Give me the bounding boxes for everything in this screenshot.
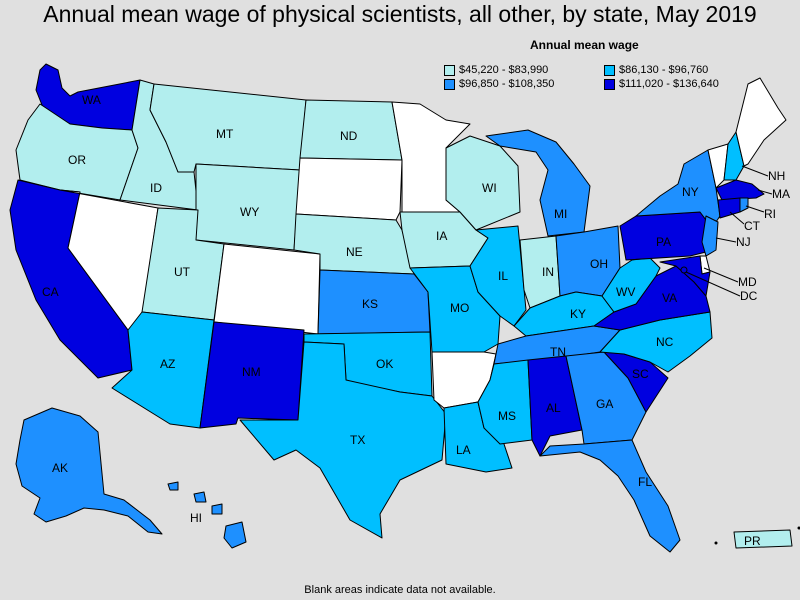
legend-item-1: $45,220 - $83,990 bbox=[444, 64, 548, 76]
map-title: Annual mean wage of physical scientists,… bbox=[43, 1, 757, 27]
label-pr: PR bbox=[744, 534, 761, 548]
legend-item-2: $86,130 - $96,760 bbox=[604, 64, 708, 76]
state-md[interactable] bbox=[659, 255, 711, 297]
label-la: LA bbox=[456, 443, 471, 457]
label-tx: TX bbox=[350, 433, 365, 447]
label-ca: CA bbox=[42, 285, 59, 299]
label-ne: NE bbox=[346, 245, 363, 259]
legend-label-1: $45,220 - $83,990 bbox=[459, 64, 549, 76]
label-wv: WV bbox=[616, 285, 635, 299]
leader-dc bbox=[685, 271, 741, 297]
state-co[interactable] bbox=[213, 243, 321, 335]
label-ga: GA bbox=[596, 397, 613, 411]
legend-swatch-1 bbox=[444, 64, 455, 76]
label-mi: MI bbox=[554, 207, 567, 221]
state-nj[interactable] bbox=[701, 215, 719, 257]
legend-title: Annual mean wage bbox=[530, 38, 639, 52]
label-fl: FL bbox=[638, 475, 652, 489]
footnote: Blank areas indicate data not available. bbox=[304, 584, 496, 596]
state-ri[interactable] bbox=[739, 197, 749, 213]
label-id: ID bbox=[150, 181, 162, 195]
label-ms: MS bbox=[498, 409, 516, 423]
legend-label-3: $96,850 - $108,350 bbox=[459, 78, 555, 90]
state-dc[interactable] bbox=[680, 266, 688, 274]
label-in: IN bbox=[542, 265, 554, 279]
leader-nj bbox=[715, 237, 737, 243]
label-ky: KY bbox=[570, 307, 586, 321]
label-ks: KS bbox=[362, 297, 378, 311]
state-pr[interactable] bbox=[733, 529, 793, 549]
label-nh: NH bbox=[768, 169, 785, 183]
label-nj: NJ bbox=[736, 235, 751, 249]
label-pa: PA bbox=[656, 235, 671, 249]
state-ak[interactable] bbox=[15, 407, 163, 535]
label-ct: CT bbox=[744, 219, 761, 233]
state-ct[interactable] bbox=[717, 197, 741, 219]
legend-swatch-3 bbox=[444, 78, 455, 90]
state-fl[interactable] bbox=[539, 439, 681, 553]
state-me[interactable] bbox=[735, 77, 787, 167]
state-hi[interactable] bbox=[167, 481, 247, 549]
state-tx[interactable] bbox=[239, 341, 447, 539]
label-mo: MO bbox=[450, 301, 469, 315]
state-in[interactable] bbox=[519, 235, 561, 309]
label-ut: UT bbox=[174, 265, 191, 279]
island-dot bbox=[797, 526, 800, 530]
label-ia: IA bbox=[436, 229, 447, 243]
label-az: AZ bbox=[160, 357, 175, 371]
legend-swatch-4 bbox=[604, 78, 615, 90]
label-ny: NY bbox=[682, 185, 699, 199]
leader-md bbox=[703, 267, 739, 283]
state-ma[interactable] bbox=[715, 179, 765, 201]
leader-ma bbox=[757, 189, 773, 195]
label-ak: AK bbox=[52, 461, 68, 475]
label-or: OR bbox=[68, 153, 86, 167]
label-md: MD bbox=[738, 275, 757, 289]
label-dc: DC bbox=[740, 289, 758, 303]
label-mt: MT bbox=[216, 127, 234, 141]
label-wa: WA bbox=[82, 93, 101, 107]
legend-label-2: $86,130 - $96,760 bbox=[619, 64, 709, 76]
label-tn: TN bbox=[550, 345, 566, 359]
state-wv[interactable] bbox=[601, 257, 661, 313]
label-ok: OK bbox=[376, 357, 393, 371]
legend-item-3: $96,850 - $108,350 bbox=[444, 78, 554, 90]
island-dot bbox=[714, 541, 718, 545]
state-mi[interactable] bbox=[485, 129, 591, 237]
label-ri: RI bbox=[764, 207, 776, 221]
leader-ct bbox=[729, 211, 745, 225]
label-nm: NM bbox=[242, 365, 261, 379]
state-sd[interactable] bbox=[295, 157, 403, 221]
label-al: AL bbox=[546, 401, 561, 415]
state-nm[interactable] bbox=[199, 321, 305, 429]
label-nd: ND bbox=[340, 129, 358, 143]
leader-ri bbox=[745, 205, 765, 213]
label-oh: OH bbox=[590, 257, 608, 271]
label-ma: MA bbox=[772, 187, 790, 201]
label-wy: WY bbox=[240, 205, 259, 219]
leader-nh bbox=[741, 165, 769, 177]
legend-item-4: $111,020 - $136,640 bbox=[604, 78, 719, 90]
state-nh[interactable] bbox=[723, 131, 745, 181]
label-nc: NC bbox=[656, 335, 674, 349]
label-sc: SC bbox=[632, 367, 649, 381]
state-wi[interactable] bbox=[445, 135, 521, 231]
label-il: IL bbox=[498, 269, 508, 283]
label-wi: WI bbox=[482, 181, 497, 195]
label-hi: HI bbox=[190, 511, 202, 525]
legend-swatch-2 bbox=[604, 64, 615, 76]
legend-label-4: $111,020 - $136,640 bbox=[619, 78, 719, 90]
label-va: VA bbox=[662, 291, 677, 305]
